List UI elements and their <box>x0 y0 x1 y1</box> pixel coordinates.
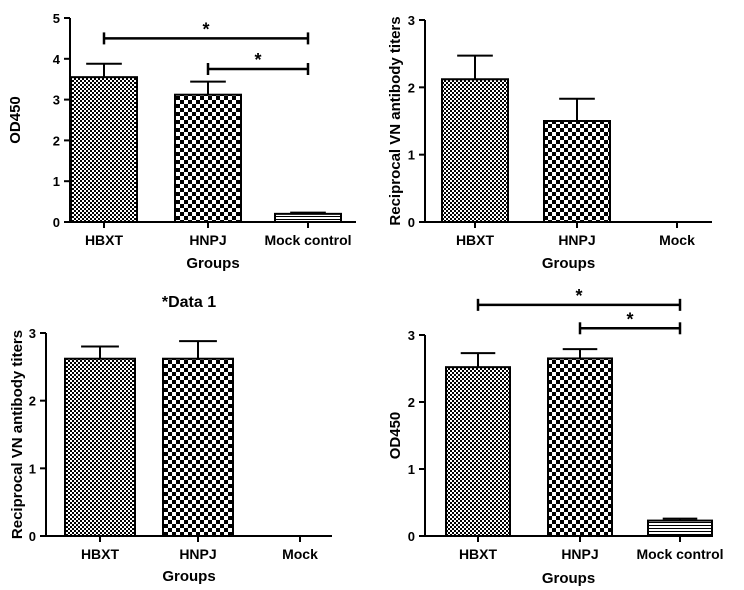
y-tick-label: 4 <box>53 52 61 67</box>
y-tick-label: 3 <box>29 326 36 341</box>
x-tick-label: HNPJ <box>189 232 226 248</box>
bar <box>70 76 138 223</box>
y-tick-label: 3 <box>408 328 415 343</box>
y-tick-label: 2 <box>29 394 36 409</box>
y-axis-label: OD450 <box>7 96 24 144</box>
bar <box>445 366 511 537</box>
chart-title: *Data 1 <box>162 294 216 311</box>
x-tick-label: Mock control <box>636 546 723 562</box>
bar <box>543 120 611 223</box>
x-tick-label: HNPJ <box>558 232 595 248</box>
y-tick-label: 2 <box>408 395 415 410</box>
y-tick-label: 1 <box>408 462 415 477</box>
y-tick-label: 0 <box>408 215 415 230</box>
panel-bottom-left: 0 1 2 3 HBXT HNPJ Mock Groups Reciprocal VN anti… <box>9 294 332 585</box>
y-tick-label: 1 <box>29 461 36 476</box>
x-axis-label: Groups <box>542 570 595 587</box>
y-tick-label: 3 <box>53 93 60 108</box>
y-axis-label: OD450 <box>387 412 404 460</box>
y-tick-label: 0 <box>408 529 415 544</box>
x-tick-label: HNPJ <box>561 546 598 562</box>
y-axis-label: Reciprocal VN antibody titers <box>387 16 404 225</box>
y-tick-label: 5 <box>53 11 60 26</box>
x-tick-label: HBXT <box>459 546 498 562</box>
significance-star: * <box>202 19 209 39</box>
x-tick-label: HBXT <box>81 546 120 562</box>
bar <box>547 357 613 538</box>
significance-star: * <box>254 50 261 70</box>
x-axis-label: Groups <box>186 255 239 272</box>
panel-bottom-right: 0 1 2 3 HBXT HNPJ Mock control * * Groups OD450 <box>387 286 724 587</box>
x-tick-label: Mock control <box>264 232 351 248</box>
significance-star: * <box>575 286 582 306</box>
significance-star: * <box>626 309 633 329</box>
y-tick-label: 2 <box>53 133 60 148</box>
bar <box>274 212 342 223</box>
x-axis-label: Groups <box>542 255 595 272</box>
x-tick-label: HNPJ <box>179 546 216 562</box>
x-tick-label: Mock <box>659 232 695 248</box>
x-axis-label: Groups <box>162 568 215 585</box>
y-tick-label: 3 <box>408 13 415 28</box>
x-tick-label: HBXT <box>456 232 495 248</box>
y-axis-label: Reciprocal VN antibody titers <box>9 330 26 539</box>
y-tick-label: 0 <box>29 529 36 544</box>
y-tick-label: 2 <box>408 80 415 95</box>
y-tick-label: 1 <box>53 174 60 189</box>
bar <box>64 357 136 538</box>
x-tick-label: Mock <box>282 546 318 562</box>
bar <box>174 93 242 223</box>
panel-top-left: 0 1 2 3 4 5 HBXT HNPJ Mock control * * Groups OD450 <box>7 11 356 272</box>
bar <box>441 78 509 224</box>
x-tick-label: HBXT <box>85 232 124 248</box>
bar <box>162 357 234 538</box>
y-tick-label: 1 <box>408 148 415 163</box>
bar <box>647 519 713 538</box>
panel-top-right: 0 1 2 3 HBXT HNPJ Mock Groups Reciprocal VN anti… <box>387 13 712 272</box>
y-tick-label: 0 <box>53 215 60 230</box>
